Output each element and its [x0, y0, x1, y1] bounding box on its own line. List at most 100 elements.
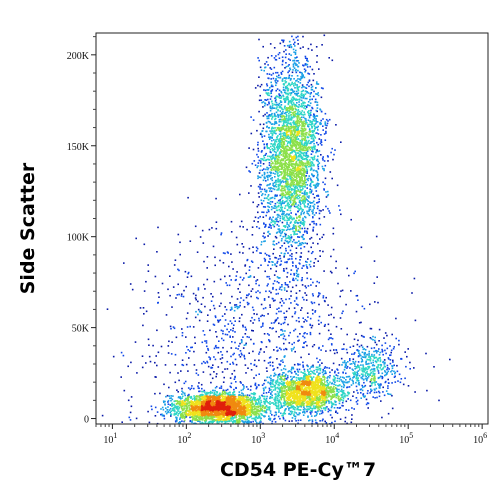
data-point [210, 404, 212, 406]
data-point [130, 405, 133, 408]
data-point [255, 386, 258, 389]
data-point [322, 386, 324, 388]
data-point [379, 357, 381, 359]
data-point [186, 406, 189, 409]
data-point [209, 405, 211, 408]
data-point [364, 372, 367, 374]
data-point [186, 402, 189, 404]
data-point [316, 233, 318, 236]
data-point [377, 376, 380, 379]
data-point [208, 408, 210, 411]
data-point [318, 408, 321, 411]
data-point [277, 375, 279, 378]
data-point [307, 387, 309, 389]
data-point [303, 382, 305, 385]
data-point [244, 394, 246, 397]
data-point [294, 411, 296, 413]
data-point [275, 402, 277, 404]
data-point [313, 397, 316, 400]
data-point [221, 411, 223, 414]
data-point [203, 402, 206, 404]
data-point [207, 392, 210, 394]
data-point [225, 403, 228, 405]
data-point [314, 405, 317, 408]
data-point [279, 387, 281, 389]
data-point [182, 395, 184, 398]
data-point [250, 396, 253, 398]
data-point [253, 399, 256, 401]
data-point [214, 407, 216, 409]
data-point [320, 402, 323, 404]
data-point [296, 408, 298, 411]
data-point [409, 361, 411, 364]
data-point [268, 406, 271, 408]
data-point [210, 402, 212, 404]
data-point [308, 378, 310, 381]
data-point [327, 410, 330, 413]
data-point [358, 345, 361, 348]
data-point [227, 392, 230, 394]
data-point [393, 370, 395, 373]
data-point [335, 401, 337, 403]
data-point [326, 386, 328, 389]
data-point [214, 412, 216, 415]
data-point [302, 404, 305, 407]
data-point [196, 400, 198, 402]
data-point [277, 387, 280, 390]
data-point [214, 399, 216, 401]
data-point [315, 378, 317, 381]
data-point [160, 413, 162, 416]
data-point [281, 378, 283, 380]
data-point [196, 416, 199, 418]
data-point [312, 393, 314, 396]
data-point [222, 410, 225, 413]
data-point [224, 391, 226, 394]
data-point [350, 363, 353, 365]
data-point [289, 392, 292, 395]
data-point [188, 411, 190, 413]
data-point [178, 403, 181, 406]
data-point [220, 395, 223, 397]
data-point [367, 356, 370, 358]
data-point [349, 359, 351, 362]
data-point [218, 416, 220, 418]
data-point [315, 386, 318, 389]
data-point [330, 382, 333, 385]
data-point [318, 378, 321, 380]
data-point [391, 407, 394, 410]
data-point [334, 381, 336, 384]
data-point [255, 418, 257, 421]
data-point [365, 355, 367, 358]
data-point [335, 411, 337, 413]
data-point [390, 349, 393, 352]
data-point [316, 394, 319, 397]
data-point [292, 376, 295, 378]
data-point [209, 392, 212, 394]
data-point [380, 400, 382, 402]
data-point [200, 394, 202, 397]
data-point [275, 382, 277, 385]
data-point [329, 388, 332, 391]
data-point [311, 380, 313, 383]
data-point [362, 386, 364, 389]
data-point [246, 394, 249, 396]
data-point [207, 392, 209, 395]
data-point [208, 402, 211, 404]
data-point [317, 376, 319, 378]
data-point [365, 361, 367, 364]
data-point [343, 361, 346, 364]
data-point [304, 372, 306, 375]
data-point [162, 408, 165, 411]
data-point [301, 400, 304, 403]
data-point [333, 352, 336, 355]
data-point [222, 419, 224, 421]
data-point [381, 351, 384, 353]
data-point [298, 397, 301, 400]
data-point [333, 385, 335, 388]
data-point [310, 390, 312, 393]
data-point [282, 375, 284, 377]
data-point [371, 389, 373, 392]
data-point [214, 402, 216, 404]
data-point [296, 407, 299, 410]
data-point [378, 340, 380, 342]
